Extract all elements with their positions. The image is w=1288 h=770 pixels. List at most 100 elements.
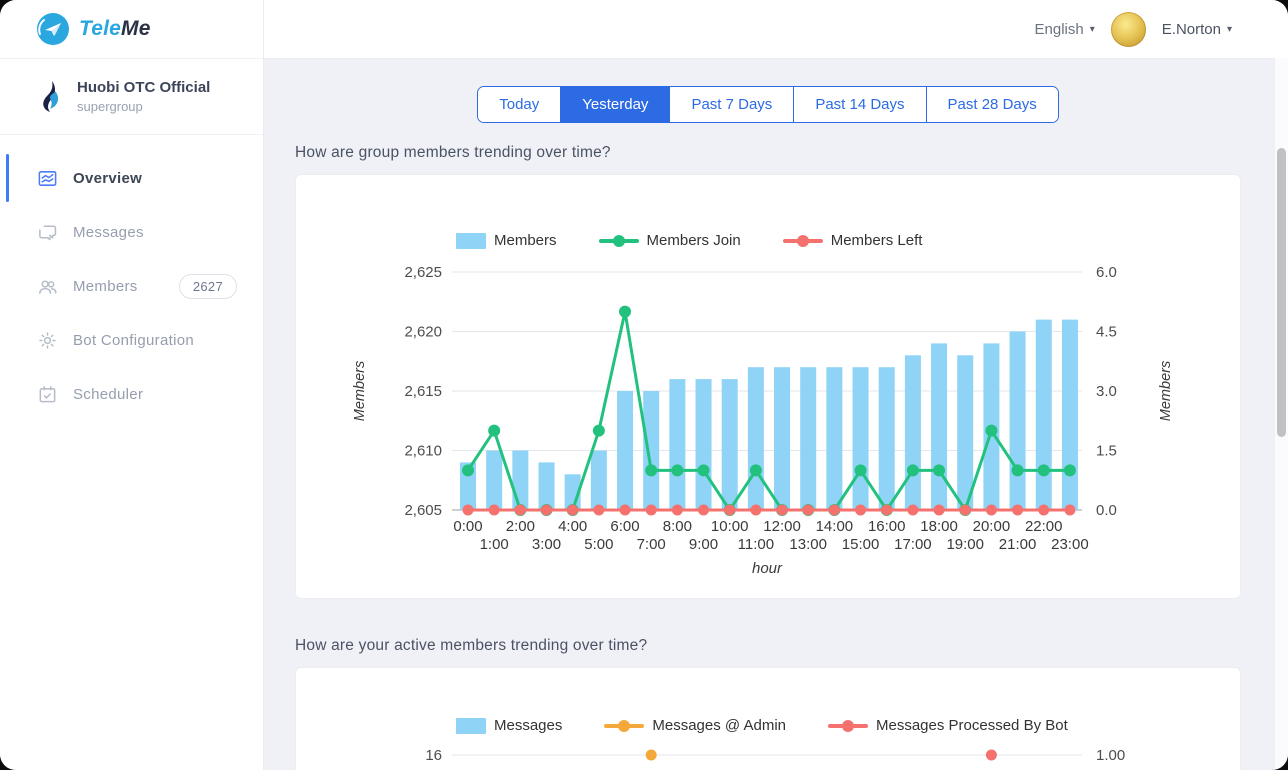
sidebar-item-bot-configuration[interactable]: Bot Configuration: [0, 313, 263, 367]
logo[interactable]: TeleMe: [0, 0, 263, 59]
legend-item-messages[interactable]: Messages: [456, 717, 562, 734]
y-axis-right-title: Members: [1158, 361, 1174, 421]
chart-legend: Members Members Join Members Left: [456, 232, 922, 249]
sidebar-item-label: Messages: [73, 223, 144, 241]
members-join-point: [462, 464, 474, 477]
members-bar: [617, 391, 634, 510]
members-bar: [538, 462, 555, 510]
members-bar: [590, 450, 607, 510]
members-bar: [852, 367, 869, 510]
members-join-point: [671, 464, 684, 477]
sidebar-item-messages[interactable]: Messages: [0, 205, 263, 259]
members-join-point: [906, 464, 919, 477]
members-bar: [695, 379, 712, 510]
members-join-point: [985, 424, 998, 437]
question-active-members-trend: How are your active members trending ove…: [295, 637, 648, 654]
members-left-point: [881, 504, 893, 516]
x-axis-tick: 22:00: [1025, 518, 1063, 535]
overview-chart-icon: [36, 167, 58, 189]
y-axis-right-tick: 0.0: [1096, 502, 1117, 519]
period-tabs: Today Yesterday Past 7 Days Past 14 Days…: [295, 86, 1241, 123]
data-point-messages-processed-by-bot: [985, 749, 997, 761]
user-dropdown[interactable]: E.Norton ▾: [1162, 21, 1232, 38]
x-axis-tick: 4:00: [558, 518, 587, 535]
messages-icon: [36, 221, 58, 243]
legend-label: Messages: [494, 717, 563, 734]
members-left-point: [985, 504, 997, 516]
members-left-point: [1064, 504, 1076, 516]
members-left-point: [645, 504, 657, 516]
sidebar-item-label: Members: [73, 277, 138, 295]
members-join-point: [592, 424, 605, 437]
topbar: English ▾ E.Norton ▾: [264, 0, 1288, 59]
sidebar-item-scheduler[interactable]: Scheduler: [0, 367, 263, 421]
x-axis-tick: 6:00: [610, 518, 639, 535]
user-avatar[interactable]: [1110, 11, 1146, 47]
main-area: English ▾ E.Norton ▾ Today Yesterday Pas…: [264, 0, 1288, 770]
y-axis-left-tick: 2,605: [404, 502, 442, 519]
legend-item-members-left[interactable]: Members Left: [782, 232, 922, 249]
legend-label: Members Join: [646, 232, 741, 249]
members-left-point: [698, 504, 710, 516]
members-bar: [931, 343, 948, 510]
members-bar: [643, 391, 660, 510]
members-left-point: [776, 504, 788, 516]
x-axis-tick: 2:00: [506, 518, 535, 535]
legend-item-members[interactable]: Members: [456, 232, 557, 249]
x-axis-tick: 9:00: [689, 536, 718, 553]
x-axis-tick: 17:00: [894, 536, 932, 553]
members-bar: [1009, 331, 1026, 510]
x-axis-tick: 19:00: [946, 536, 984, 553]
sidebar: TeleMe Huobi OTC Official supergroup: [0, 0, 264, 770]
tab-past-7-days[interactable]: Past 7 Days: [670, 87, 795, 122]
scrollbar-thumb[interactable]: [1277, 148, 1286, 437]
active-members-chart: 16 1.00: [425, 747, 1125, 764]
tab-past-14-days[interactable]: Past 14 Days: [794, 87, 927, 122]
y-axis-right-tick: 3.0: [1096, 383, 1117, 400]
y-axis-left-tick: 2,615: [404, 383, 442, 400]
x-axis-tick: 13:00: [789, 536, 827, 553]
y-axis-left-title: Members: [352, 361, 368, 421]
x-axis-tick: 5:00: [584, 536, 613, 553]
x-axis-tick: 16:00: [868, 518, 906, 535]
sidebar-item-overview[interactable]: Overview: [0, 151, 263, 205]
members-join-point: [854, 464, 867, 477]
x-axis-tick: 18:00: [920, 518, 958, 535]
data-point-messages-admin: [645, 749, 657, 761]
members-left-point: [1012, 504, 1024, 516]
members-left-point: [671, 504, 683, 516]
members-left-point: [933, 504, 945, 516]
group-name: Huobi OTC Official: [77, 79, 211, 96]
members-bar: [721, 379, 738, 510]
username-label: E.Norton: [1161, 20, 1221, 38]
x-axis-title: hour: [752, 560, 783, 577]
members-join-point: [1037, 464, 1050, 477]
members-left-point: [514, 504, 526, 516]
scrollbar-track[interactable]: [1274, 58, 1288, 770]
x-axis-tick: 14:00: [816, 518, 854, 535]
huobi-group-icon: [43, 81, 59, 112]
y-axis-left-tick: 16: [425, 747, 442, 764]
members-bar: [774, 367, 791, 510]
tab-yesterday[interactable]: Yesterday: [561, 87, 671, 122]
tab-today[interactable]: Today: [478, 87, 562, 122]
legend-label: Messages Processed By Bot: [876, 717, 1068, 734]
members-bar: [486, 450, 503, 510]
legend-item-messages-admin[interactable]: Messages @ Admin: [604, 717, 786, 734]
tab-past-28-days[interactable]: Past 28 Days: [926, 87, 1058, 122]
legend-item-members-join[interactable]: Members Join: [598, 232, 741, 249]
members-trend-card: Members Members Join Members Left 2,625 6.0…: [295, 174, 1241, 599]
members-icon: [36, 275, 58, 297]
y-axis-left-tick: 2,610: [404, 443, 442, 460]
members-join-point: [645, 464, 658, 477]
x-axis-tick: 1:00: [480, 536, 509, 553]
group-info[interactable]: Huobi OTC Official supergroup: [0, 59, 263, 135]
language-dropdown[interactable]: English ▾: [1035, 21, 1095, 38]
sidebar-item-members[interactable]: Members 2627: [0, 259, 263, 313]
legend-item-messages-processed-by-bot[interactable]: Messages Processed By Bot: [828, 717, 1068, 734]
members-left-point: [802, 504, 814, 516]
legend-line-swatch: [828, 718, 868, 734]
members-left-point: [462, 504, 474, 516]
y-axis-right-tick: 6.0: [1096, 264, 1117, 281]
members-left-point: [567, 504, 579, 516]
